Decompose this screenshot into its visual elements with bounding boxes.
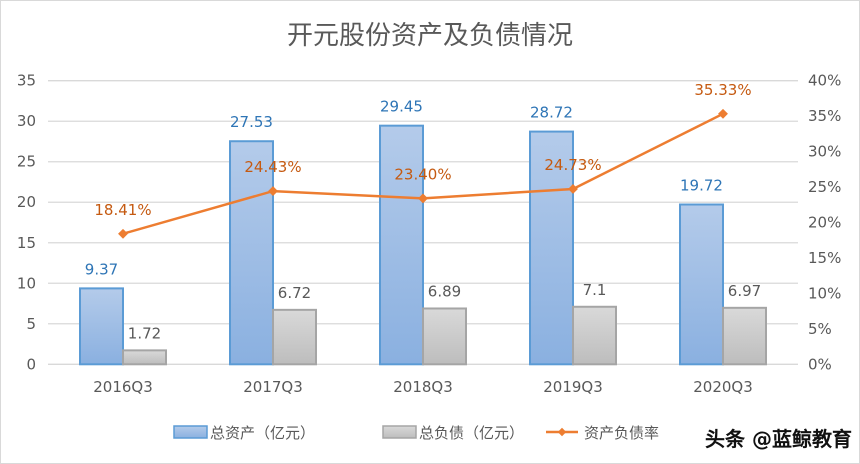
total-assets-bar	[529, 130, 574, 366]
total-assets-data-label: 27.53	[230, 113, 273, 131]
total-liabilities-data-label: 6.97	[728, 282, 761, 300]
y-right-tick-label: 30%	[808, 143, 841, 161]
y-right-tick-label: 10%	[808, 284, 841, 302]
debt-ratio-marker	[718, 108, 728, 119]
total-assets-data-label: 19.72	[680, 177, 723, 195]
debt-ratio-data-label: 35.33%	[694, 81, 751, 99]
total-assets-bar	[229, 140, 274, 366]
y-left-tick-label: 25	[17, 153, 36, 171]
total-assets-bar	[379, 124, 424, 366]
chart-title: 开元股份资产及负债情况	[287, 21, 573, 51]
debt-ratio-marker	[268, 186, 278, 197]
y-right-tick-label: 5%	[808, 320, 832, 338]
y-right-tick-label: 20%	[808, 214, 841, 232]
total-liabilities-bar	[722, 306, 767, 366]
legend-label: 总资产（亿元）	[210, 424, 315, 442]
debt-ratio-data-label: 24.43%	[244, 158, 301, 176]
x-tick-label: 2016Q3	[93, 378, 153, 396]
total-liabilities-bar	[422, 307, 467, 366]
y-right-tick-label: 0%	[808, 355, 832, 373]
y-left-tick-label: 5	[26, 315, 36, 333]
total-liabilities-bar	[122, 349, 167, 366]
y-right-tick-label: 15%	[808, 249, 841, 267]
y-left-tick-label: 35	[17, 72, 36, 90]
y-right-tick-label: 40%	[808, 72, 841, 90]
x-tick-label: 2020Q3	[693, 378, 753, 396]
y-left-tick-label: 0	[26, 355, 36, 373]
total-liabilities-bar	[572, 305, 617, 366]
y-left-tick-label: 10	[17, 274, 36, 292]
debt-ratio-marker	[568, 184, 578, 194]
debt-ratio-marker	[118, 228, 128, 239]
y-right-tick-label: 35%	[808, 107, 841, 125]
total-liabilities-data-label: 6.72	[278, 284, 311, 302]
debt-ratio-data-label: 23.40%	[394, 165, 451, 183]
legend-swatch	[173, 425, 208, 439]
legend-label: 总负债（亿元）	[419, 424, 524, 442]
watermark: 头条 @蓝鲸教育	[705, 427, 852, 451]
debt-ratio-data-label: 24.73%	[544, 156, 601, 174]
total-liabilities-bar	[272, 308, 317, 366]
legend-swatch	[382, 425, 417, 439]
total-liabilities-data-label: 7.1	[583, 281, 607, 299]
x-tick-label: 2017Q3	[243, 378, 303, 396]
y-right-tick-label: 25%	[808, 178, 841, 196]
x-tick-label: 2019Q3	[543, 378, 603, 396]
x-tick-label: 2018Q3	[393, 378, 453, 396]
legend-label: 资产负债率	[584, 424, 659, 442]
total-assets-bar	[79, 287, 124, 366]
debt-ratio-data-label: 18.41%	[94, 201, 151, 219]
y-left-tick-label: 15	[17, 234, 36, 252]
total-liabilities-data-label: 6.89	[428, 282, 461, 300]
y-left-tick-label: 30	[17, 112, 36, 130]
total-liabilities-data-label: 1.72	[128, 324, 161, 342]
total-assets-data-label: 29.45	[380, 98, 423, 116]
legend-marker	[557, 427, 567, 437]
total-assets-data-label: 28.72	[530, 104, 573, 122]
y-left-tick-label: 20	[17, 193, 36, 211]
total-assets-data-label: 9.37	[85, 260, 118, 278]
total-assets-bar	[679, 203, 724, 366]
debt-ratio-marker	[418, 193, 428, 204]
